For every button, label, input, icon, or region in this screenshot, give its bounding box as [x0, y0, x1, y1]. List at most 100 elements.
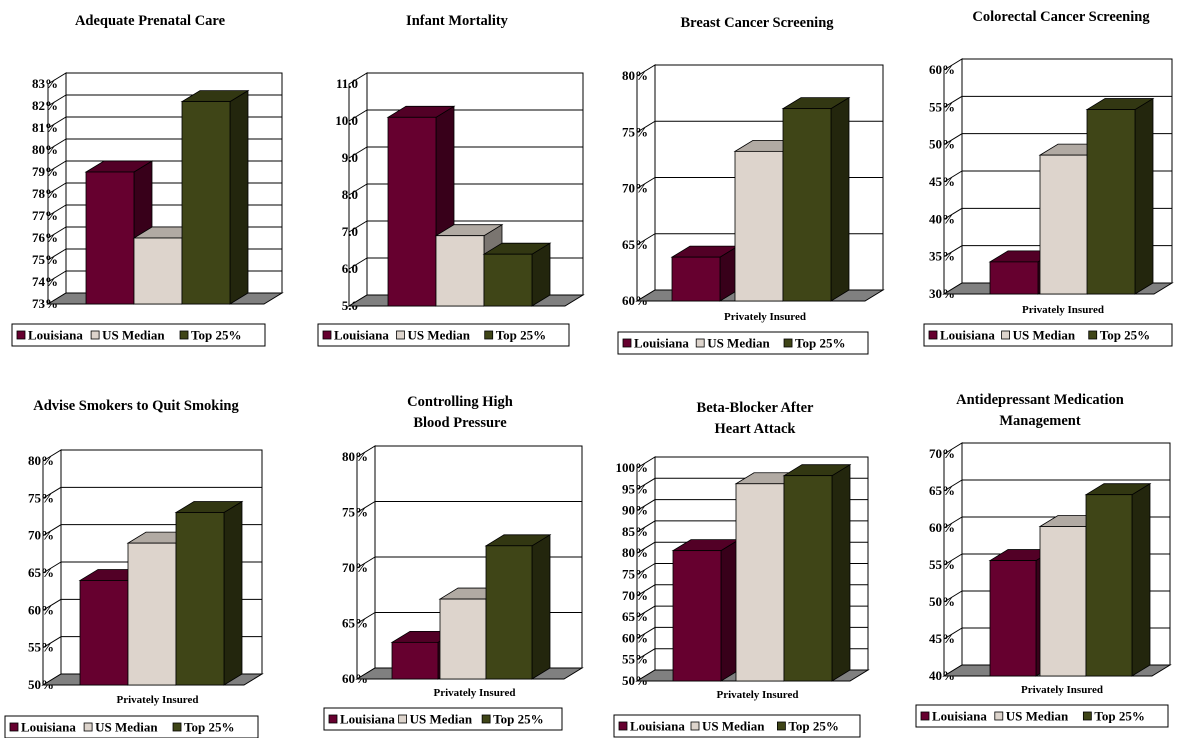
legend-label: Top 25% — [788, 719, 838, 734]
legend: Louisiana US Median Top 25% — [4, 715, 259, 738]
y-tick-label: 10.0 — [335, 113, 358, 128]
y-tick-label: 75% — [28, 490, 54, 505]
y-tick-label: 81% — [32, 120, 58, 135]
legend-swatch — [920, 711, 930, 721]
legend-label: US Median — [408, 328, 471, 343]
legend-swatch — [1001, 330, 1010, 340]
legend-box — [317, 323, 570, 347]
y-tick-label: 65% — [622, 237, 648, 252]
bar-front — [439, 598, 487, 680]
y-tick-label: 80% — [622, 545, 648, 560]
gridline-side — [636, 233, 656, 246]
gridline-side — [348, 220, 368, 233]
legend-swatch — [783, 338, 793, 348]
legend-label: Top 25% — [496, 328, 546, 343]
bar-front — [181, 101, 231, 305]
legend-swatch — [484, 330, 494, 340]
gridline-side — [636, 120, 656, 133]
bar-side — [531, 534, 551, 680]
legend-swatch — [16, 330, 26, 340]
y-tick-label: 70% — [342, 560, 368, 575]
chart-title: Infant Mortality — [406, 13, 509, 29]
bar-front — [1039, 526, 1087, 677]
y-tick-label: 50% — [622, 673, 648, 688]
legend-swatch — [994, 711, 1004, 721]
y-tick-label: 78% — [32, 186, 58, 201]
gridline-side — [47, 226, 67, 239]
gridline-side — [42, 561, 62, 574]
chart-title: Controlling High — [407, 394, 513, 410]
y-tick-label: 65% — [342, 616, 368, 631]
bar — [1085, 97, 1155, 295]
chart-title: Blood Pressure — [413, 415, 507, 431]
legend-label: Louisiana — [634, 336, 689, 351]
gridline-side — [943, 133, 963, 146]
y-tick-label: 65% — [28, 565, 54, 580]
y-tick-label: 50% — [929, 594, 955, 609]
bar-front — [1086, 109, 1136, 295]
bar — [174, 500, 244, 686]
y-tick-label: 75% — [622, 124, 648, 139]
bar-side — [1131, 482, 1151, 677]
bar — [482, 242, 552, 307]
legend-swatch — [695, 338, 705, 348]
legend-swatch — [777, 721, 786, 731]
bar-front — [671, 256, 721, 302]
legend-box — [11, 323, 266, 347]
y-tick-label: 79% — [32, 164, 58, 179]
y-tick-label: 60% — [929, 62, 955, 77]
bar-front — [672, 550, 722, 682]
legend-label: Louisiana — [340, 712, 395, 727]
y-tick-label: 70% — [622, 181, 648, 196]
gridline-side — [42, 486, 62, 499]
y-tick-label: 8.0 — [342, 187, 358, 202]
legend-label: Louisiana — [630, 719, 685, 734]
gridline-side — [47, 138, 67, 151]
bar-side — [831, 463, 851, 682]
chart-panel: 30% 35% 40% 45% 50% 55% 60% Privately Insured Co… — [923, 9, 1174, 347]
chart-panel: 73% 74% 75% 76% 77% 78% 79% 80% 81% 82% 83% Adequat… — [11, 13, 284, 347]
chart-panel: 60% 65% 70% 75% 80% Privately Insured Controll… — [323, 394, 584, 731]
legend-label: US Median — [95, 720, 158, 735]
y-tick-label: 60% — [342, 671, 368, 686]
bar-front — [435, 235, 485, 307]
bar-front — [175, 512, 225, 686]
legend-label: Louisiana — [28, 328, 83, 343]
x-category-label: Privately Insured — [117, 694, 199, 706]
y-tick-label: 90% — [622, 503, 648, 518]
gridline-side — [943, 553, 963, 566]
bar — [484, 534, 552, 680]
bar-front — [127, 542, 177, 686]
gridline-side — [47, 160, 67, 173]
y-tick-label: 80% — [622, 68, 648, 83]
bar-front — [79, 580, 129, 686]
x-category-label: Privately Insured — [717, 689, 799, 701]
gridline-side — [636, 499, 656, 512]
legend-label: Louisiana — [932, 709, 987, 724]
gridline-side — [348, 146, 368, 159]
x-category-label: Privately Insured — [1021, 684, 1103, 696]
y-tick-label: 60% — [28, 602, 54, 617]
bar-side — [223, 500, 243, 686]
bar-side — [830, 96, 850, 302]
y-tick-label: 65% — [929, 483, 955, 498]
y-tick-label: 60% — [622, 630, 648, 645]
y-tick-label: 76% — [32, 230, 58, 245]
y-tick-label: 60% — [929, 520, 955, 535]
legend: Louisiana US Median Top 25% — [323, 707, 563, 731]
y-tick-label: 77% — [32, 208, 58, 223]
y-tick-label: 35% — [929, 249, 955, 264]
bar-front — [734, 150, 784, 302]
legend-swatch — [172, 722, 182, 732]
gridline-side — [636, 520, 656, 533]
bar-front — [391, 641, 439, 680]
legend-swatch — [618, 721, 628, 731]
bar — [670, 245, 740, 302]
legend-label: US Median — [1006, 709, 1069, 724]
gridline-side — [636, 626, 656, 639]
legend-swatch — [179, 330, 189, 340]
bar-front — [1085, 494, 1133, 677]
chart-title: Adequate Prenatal Care — [75, 13, 226, 29]
chart-title: Advise Smokers to Quit Smoking — [33, 398, 239, 414]
legend-box — [613, 714, 861, 738]
